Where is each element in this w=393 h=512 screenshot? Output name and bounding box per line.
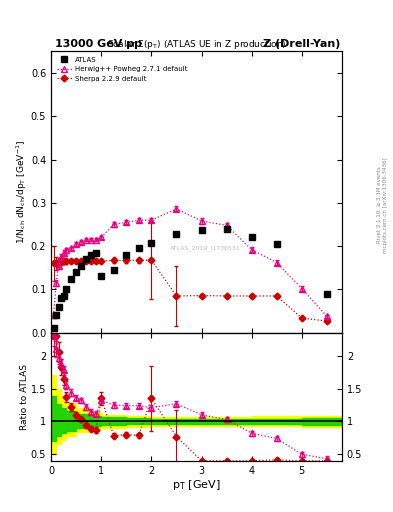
- Text: Rivet 3.1.10, ≥ 3.1M events: Rivet 3.1.10, ≥ 3.1M events: [377, 166, 382, 243]
- Text: mcplots.cern.ch [arXiv:1306.3436]: mcplots.cern.ch [arXiv:1306.3436]: [383, 157, 387, 252]
- Text: Z (Drell-Yan): Z (Drell-Yan): [263, 39, 340, 50]
- Text: 13000 GeV pp: 13000 GeV pp: [55, 39, 142, 50]
- Title: Scalar $\Sigma$(p$_\mathrm{T}$) (ATLAS UE in Z production): Scalar $\Sigma$(p$_\mathrm{T}$) (ATLAS U…: [107, 38, 286, 51]
- Y-axis label: 1/N$_\mathrm{ch}$ dN$_\mathrm{ch}$/dp$_\mathrm{T}$ [GeV$^{-1}$]: 1/N$_\mathrm{ch}$ dN$_\mathrm{ch}$/dp$_\…: [15, 140, 29, 244]
- X-axis label: p$_\mathrm{T}$ [GeV]: p$_\mathrm{T}$ [GeV]: [172, 478, 221, 493]
- Legend: ATLAS, Herwig++ Powheg 2.7.1 default, Sherpa 2.2.9 default: ATLAS, Herwig++ Powheg 2.7.1 default, Sh…: [55, 55, 190, 84]
- Text: ATLAS_2019_I1736531: ATLAS_2019_I1736531: [170, 245, 241, 251]
- Y-axis label: Ratio to ATLAS: Ratio to ATLAS: [20, 364, 29, 430]
